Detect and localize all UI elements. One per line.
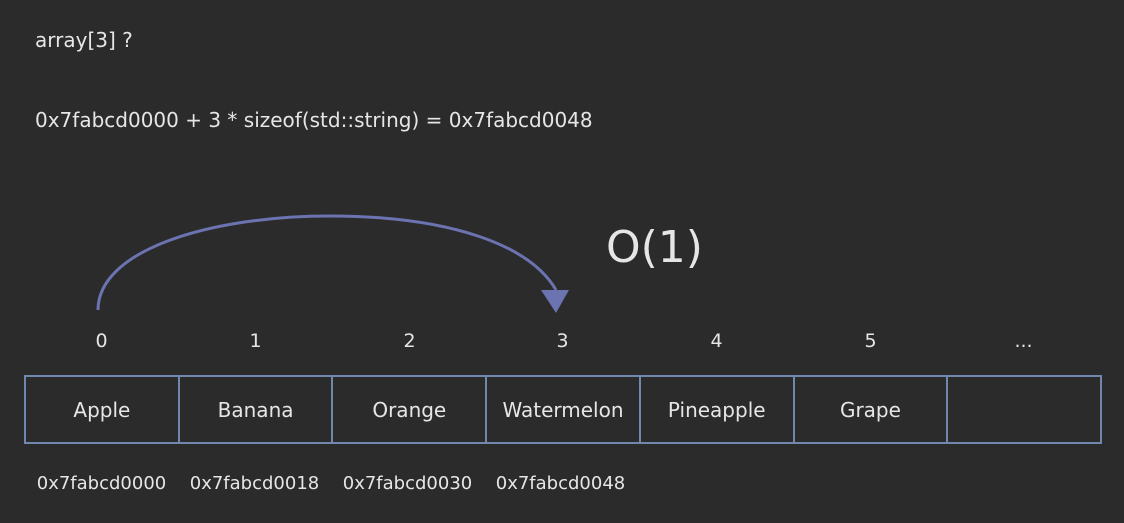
address-formula: 0x7fabcd0000 + 3 * sizeof(std::string) =… — [35, 108, 593, 132]
array-cell: Grape — [795, 377, 949, 442]
array-cell: Apple — [26, 377, 180, 442]
index-label: 0 — [95, 330, 108, 352]
array-cell: Orange — [333, 377, 488, 442]
array-cell: Banana — [180, 377, 334, 442]
index-label: 3 — [556, 330, 569, 352]
array-cell: Pineapple — [641, 377, 795, 442]
index-label: 4 — [710, 330, 723, 352]
memory-address: 0x7fabcd0000 — [36, 473, 167, 494]
index-label: 2 — [403, 330, 416, 352]
index-label: 5 — [864, 330, 877, 352]
array-cells: Apple Banana Orange Watermelon Pineapple… — [24, 375, 1102, 444]
index-label: 1 — [249, 330, 262, 352]
complexity-label: O(1) — [606, 222, 703, 273]
index-label: ... — [1014, 330, 1033, 352]
jump-arrow-head — [541, 290, 569, 313]
memory-address: 0x7fabcd0030 — [342, 473, 473, 494]
question-text: array[3] ? — [35, 28, 133, 52]
jump-arrow-curve — [96, 214, 558, 311]
memory-address: 0x7fabcd0018 — [189, 473, 320, 494]
memory-address: 0x7fabcd0048 — [495, 473, 626, 494]
array-cell — [948, 377, 1100, 442]
array-cell: Watermelon — [487, 377, 641, 442]
